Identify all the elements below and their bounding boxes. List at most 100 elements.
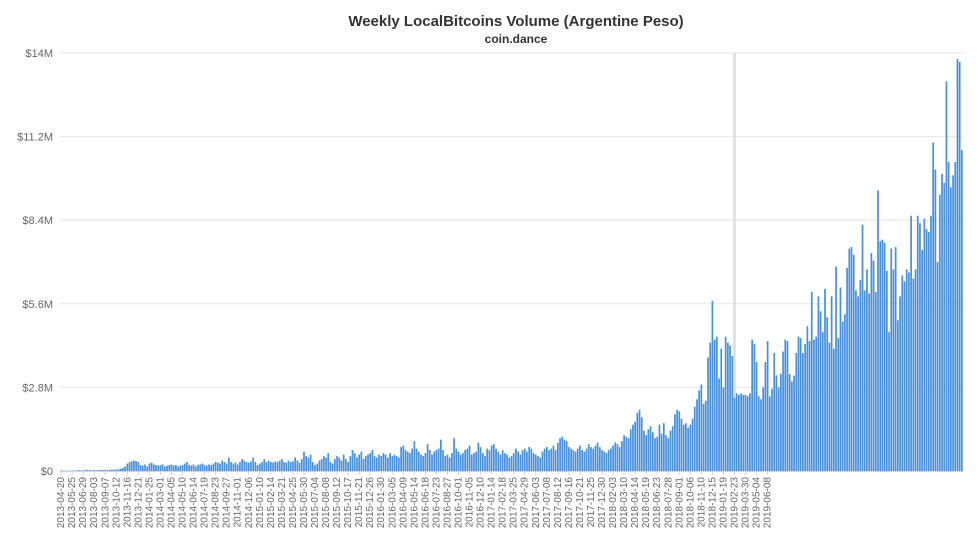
bar [197, 465, 199, 471]
x-tick-label: 2017-06-03 [531, 477, 542, 529]
bar [729, 345, 731, 471]
bar [130, 461, 133, 471]
bar [662, 423, 665, 471]
bar [669, 430, 672, 471]
x-tick-label: 2017-04-29 [520, 477, 531, 529]
x-tick-label: 2016-11-05 [465, 477, 476, 528]
bar [289, 462, 292, 471]
bar [320, 459, 323, 471]
bar [95, 470, 98, 471]
bar [821, 332, 824, 471]
x-tick-label: 2018-02-03 [608, 477, 619, 529]
bar [82, 470, 85, 471]
x-tick-label: 2013-05-25 [67, 477, 78, 529]
bar [80, 470, 82, 471]
x-tick-label: 2017-01-14 [487, 477, 498, 529]
bar [563, 439, 566, 471]
bar [857, 296, 859, 471]
bar [364, 456, 367, 471]
bar [638, 409, 641, 471]
bar [499, 454, 502, 471]
bar [241, 459, 243, 471]
x-tick-label: 2015-05-30 [299, 477, 310, 529]
bar [731, 356, 734, 471]
bar [448, 457, 451, 471]
bar [296, 460, 299, 471]
bar [420, 454, 422, 471]
bar [894, 247, 897, 471]
bar [685, 423, 687, 471]
bar [698, 390, 701, 471]
bar [612, 445, 614, 471]
bar [934, 169, 937, 471]
bar [146, 466, 149, 471]
x-tick-label: 2019-01-19 [718, 477, 729, 529]
bar [746, 396, 749, 471]
y-tick-label: $2.8M [22, 382, 53, 394]
bar [696, 399, 698, 471]
bar [298, 462, 301, 471]
bar [532, 453, 535, 471]
bar [234, 462, 237, 471]
bar [75, 470, 78, 471]
bar [439, 439, 442, 471]
bar [718, 378, 720, 471]
bar [261, 462, 263, 471]
bar [616, 444, 619, 471]
x-tick-label: 2013-06-29 [78, 477, 89, 529]
x-tick-label: 2017-02-18 [498, 477, 509, 529]
bar [866, 269, 868, 471]
x-tick-label: 2019-02-23 [729, 477, 740, 529]
bar [133, 460, 135, 471]
bar [572, 450, 575, 471]
bar [914, 269, 917, 471]
bar [256, 465, 259, 471]
bar [709, 342, 712, 471]
bar [252, 457, 255, 471]
bar [492, 444, 495, 471]
bar [228, 457, 230, 471]
bar [86, 469, 89, 471]
bar [526, 451, 528, 471]
bar [581, 450, 584, 471]
bar [890, 248, 893, 471]
x-tick-label: 2017-11-25 [586, 477, 597, 528]
bar [422, 456, 425, 471]
bar [358, 454, 361, 471]
bar [557, 442, 559, 471]
bar [806, 326, 809, 471]
bar [325, 457, 327, 471]
x-tick-label: 2017-10-21 [575, 477, 586, 529]
bar [844, 314, 846, 471]
y-tick-label: $14M [25, 48, 53, 60]
bar [912, 278, 915, 471]
bar [393, 454, 396, 471]
bar [395, 456, 398, 471]
x-tick-label: 2014-06-14 [189, 477, 200, 529]
bar [804, 344, 806, 471]
bar [609, 448, 612, 471]
bar [464, 450, 466, 471]
bar [722, 387, 725, 471]
bar [517, 451, 519, 471]
bar [203, 465, 206, 471]
bar [208, 464, 210, 471]
bar [172, 465, 175, 471]
bar [104, 469, 107, 471]
bar [287, 460, 290, 471]
bar [835, 266, 837, 471]
bar [947, 161, 950, 472]
bar [157, 465, 160, 471]
bar [106, 470, 109, 471]
bar [141, 465, 144, 471]
x-tick-label: 2016-05-14 [409, 477, 420, 529]
bar [707, 357, 709, 471]
bar [164, 466, 166, 471]
bar [782, 351, 784, 471]
bar [632, 424, 634, 471]
bar [111, 469, 113, 471]
bar [530, 448, 533, 471]
bar [753, 344, 756, 471]
bar [269, 462, 272, 471]
bar [923, 218, 926, 471]
